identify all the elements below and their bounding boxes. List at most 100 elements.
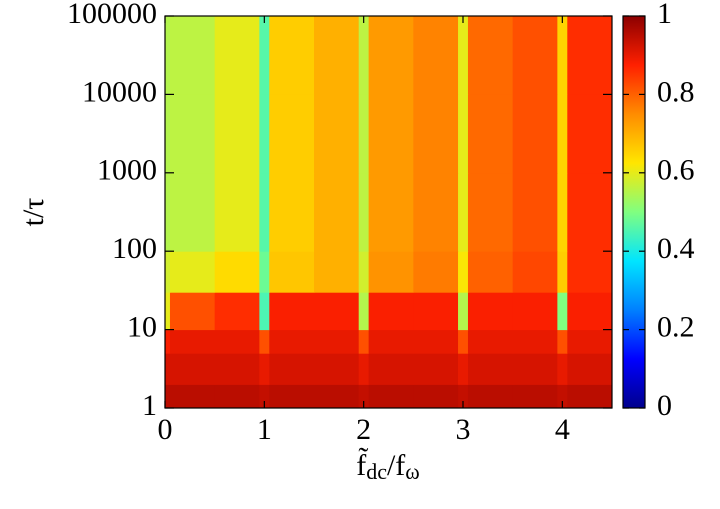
cell	[259, 172, 270, 252]
x-label-sub: dc	[366, 459, 387, 484]
cell	[567, 353, 613, 385]
cell	[165, 292, 171, 331]
cell	[368, 292, 414, 331]
cell	[512, 94, 558, 174]
cell	[269, 172, 315, 252]
x-axis-label: f̃dc/fω	[356, 448, 420, 485]
colorbar-tick-label: 0.4	[657, 232, 695, 265]
cell	[269, 94, 315, 174]
cell	[314, 94, 360, 174]
cell	[467, 172, 514, 252]
cell	[259, 94, 270, 174]
cell	[358, 94, 370, 174]
cell	[557, 94, 568, 174]
cell	[458, 384, 469, 409]
cell	[413, 16, 459, 95]
cell	[165, 172, 171, 252]
cell	[314, 329, 360, 354]
cell	[512, 353, 558, 385]
cell	[413, 384, 459, 409]
cell	[314, 384, 360, 409]
colorbar-tick-label: 0.8	[657, 75, 695, 108]
x-tick-label: 0	[158, 413, 173, 446]
cell	[314, 172, 360, 252]
cell	[368, 251, 414, 293]
colorbar-tick-label: 0	[657, 389, 672, 422]
cell	[269, 292, 315, 331]
colorbar	[622, 15, 646, 409]
cell	[368, 16, 414, 95]
cell	[368, 172, 414, 252]
cell	[314, 353, 360, 385]
cell	[358, 251, 370, 293]
cell	[169, 172, 216, 252]
cell	[567, 94, 613, 174]
x-label-part: /f	[387, 449, 405, 482]
cell	[169, 384, 216, 409]
cell	[165, 251, 171, 293]
cell	[358, 292, 370, 331]
cell	[314, 292, 360, 331]
plot-frame	[164, 15, 613, 409]
cell	[512, 384, 558, 409]
cell	[259, 353, 270, 385]
cell	[259, 292, 270, 331]
cell	[269, 251, 315, 293]
cell	[458, 292, 469, 331]
cell	[269, 16, 315, 95]
cell	[169, 251, 216, 293]
cell	[512, 172, 558, 252]
cell	[259, 251, 270, 293]
cell	[368, 353, 414, 385]
cell	[567, 292, 613, 331]
cell	[358, 329, 370, 354]
cell	[512, 16, 558, 95]
cell	[368, 329, 414, 354]
cell	[169, 16, 216, 95]
cell	[458, 94, 469, 174]
cell	[358, 353, 370, 385]
cell	[557, 172, 568, 252]
cell	[368, 384, 414, 409]
x-label-sub: ω	[405, 459, 419, 484]
cell	[214, 251, 260, 293]
cell	[467, 384, 514, 409]
cell	[458, 251, 469, 293]
cell	[169, 353, 216, 385]
cell	[358, 16, 370, 95]
y-tick-label: 10000	[82, 75, 157, 108]
cell	[165, 16, 171, 95]
cell	[467, 94, 514, 174]
cell	[214, 94, 260, 174]
cell	[467, 292, 514, 331]
x-tick-label: 4	[555, 413, 570, 446]
cell	[259, 384, 270, 409]
x-tick-label: 3	[456, 413, 471, 446]
cell	[413, 251, 459, 293]
cell	[557, 292, 568, 331]
colorbar-tick-label: 0.2	[657, 310, 695, 343]
cell	[165, 94, 171, 174]
cell	[557, 329, 568, 354]
cell	[169, 329, 216, 354]
cell	[557, 251, 568, 293]
cell	[413, 94, 459, 174]
cell	[458, 329, 469, 354]
cell	[467, 16, 514, 95]
cell	[567, 329, 613, 354]
cell	[512, 251, 558, 293]
cell	[458, 16, 469, 95]
cell	[458, 172, 469, 252]
x-tick-label: 2	[356, 413, 371, 446]
cell	[358, 172, 370, 252]
colorbar-tick-label: 0.6	[657, 154, 695, 187]
y-tick-label: 1000	[97, 154, 157, 187]
y-axis-label: t/τ	[17, 198, 50, 227]
cell	[169, 94, 216, 174]
y-tick-label: 100	[112, 232, 157, 265]
x-label-part: f̃	[356, 448, 368, 482]
cell	[214, 329, 260, 354]
heatmap	[165, 16, 613, 409]
cell	[458, 353, 469, 385]
